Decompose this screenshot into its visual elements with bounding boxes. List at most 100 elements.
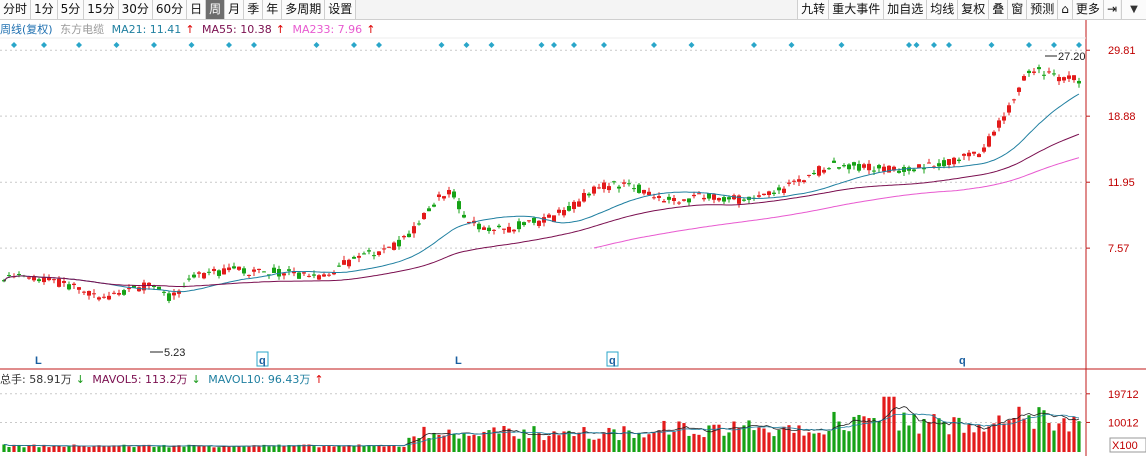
candle-body — [357, 255, 361, 258]
tool-button[interactable]: 复权 — [957, 0, 989, 19]
candle-body — [552, 215, 556, 223]
signal-diamond-icon — [41, 42, 47, 48]
volume-bar — [142, 444, 146, 452]
candle-body — [437, 194, 441, 198]
candle-body — [982, 147, 986, 152]
tool-button[interactable]: 九转 — [797, 0, 829, 19]
volume-bar — [647, 434, 651, 452]
volume-bar — [1067, 431, 1071, 452]
volume-bar — [357, 444, 361, 452]
volume-bar — [1042, 410, 1046, 452]
marker-box — [606, 351, 619, 367]
volume-bar — [1027, 415, 1031, 452]
lock-icon[interactable]: ⌂ — [1057, 0, 1072, 19]
period-tab[interactable]: 分时 — [0, 0, 32, 19]
candle-body — [37, 279, 41, 282]
period-tab[interactable]: 周 — [206, 0, 226, 19]
volume-bar — [312, 446, 316, 452]
volume-bar — [262, 444, 266, 452]
tool-button[interactable]: 更多 — [1071, 0, 1103, 19]
signal-diamond-icon — [251, 42, 257, 48]
marker-box — [256, 351, 269, 367]
volume-bar — [667, 434, 671, 452]
period-tab[interactable]: 1分 — [31, 0, 58, 19]
volume-bar — [702, 437, 706, 452]
candle-body — [757, 195, 761, 197]
candle-body — [992, 131, 996, 136]
volume-bar — [632, 437, 636, 452]
candle-body — [117, 293, 121, 295]
candle-body — [257, 268, 261, 270]
ma21-label: MA21: 11.41 — [111, 23, 182, 36]
volume-bar — [427, 438, 431, 452]
volume-bar — [442, 435, 446, 452]
candle-body — [322, 274, 326, 277]
volume-bar — [692, 433, 696, 452]
volume-bar — [707, 425, 711, 452]
candle-body — [302, 272, 306, 274]
candle-body — [122, 290, 126, 295]
volume-bar — [542, 440, 546, 452]
volume-bar — [237, 446, 241, 452]
tool-button[interactable]: 均线 — [926, 0, 958, 19]
candle-body — [32, 276, 36, 281]
volume-bar — [412, 436, 416, 452]
tool-button[interactable]: 叠 — [988, 0, 1008, 19]
signal-diamond-icon — [788, 42, 795, 48]
tool-button[interactable]: 预测 — [1026, 0, 1058, 19]
candle-body — [587, 193, 591, 196]
candle-body — [7, 275, 11, 277]
tool-button[interactable]: 窗 — [1007, 0, 1027, 19]
volume-bar — [247, 446, 251, 452]
candle-body — [112, 292, 116, 294]
volume-bar — [887, 396, 891, 452]
tool-button[interactable]: 加自选 — [883, 0, 927, 19]
candle-body — [727, 197, 731, 200]
candle-body — [622, 182, 626, 184]
period-tab[interactable]: 60分 — [152, 0, 188, 19]
period-tab[interactable]: 日 — [187, 0, 207, 19]
period-tab[interactable]: 设置 — [325, 0, 357, 19]
period-tab[interactable]: 月 — [225, 0, 245, 19]
candle-body — [312, 274, 316, 276]
period-tab[interactable]: 多周期 — [282, 0, 326, 19]
candle-body — [877, 165, 881, 169]
volume-bar — [722, 435, 726, 452]
signal-diamond-icon — [188, 42, 195, 48]
candle-body — [1037, 67, 1041, 70]
candle-body — [517, 221, 521, 230]
volume-bar — [867, 418, 871, 452]
volume-axis-label: 19712 — [1108, 389, 1139, 401]
candle-body — [767, 191, 771, 195]
candle-body — [342, 260, 346, 265]
dropdown-arrow-icon[interactable]: ▼ — [1121, 0, 1146, 19]
down-arrow-icon: ↓ — [191, 373, 201, 386]
ma55-line — [3, 133, 1080, 287]
period-tab[interactable]: 年 — [263, 0, 283, 19]
volume-bar — [37, 447, 41, 452]
candle-body — [857, 163, 861, 171]
volume-bar — [532, 426, 536, 452]
period-tab[interactable]: 15分 — [84, 0, 119, 19]
collapse-icon[interactable]: ⇥ — [1102, 0, 1120, 19]
candle-body — [897, 170, 901, 173]
candle-body — [782, 188, 786, 193]
volume-bar — [957, 417, 961, 452]
candle-body — [467, 221, 471, 223]
volume-bar — [172, 445, 176, 452]
candle-body — [427, 208, 431, 212]
volume-bar — [807, 432, 811, 452]
tool-button[interactable]: 重大事件 — [828, 0, 884, 19]
volume-bar — [462, 433, 466, 452]
candle-body — [282, 273, 286, 276]
volume-bar — [432, 433, 436, 452]
candle-body — [562, 209, 566, 216]
period-tab[interactable]: 30分 — [118, 0, 153, 19]
volume-bar — [917, 433, 921, 452]
period-tab[interactable]: 5分 — [57, 0, 85, 19]
candle-body — [687, 198, 691, 203]
candle-body — [402, 236, 406, 238]
period-tab[interactable]: 季 — [244, 0, 264, 19]
candle-body — [627, 183, 631, 185]
